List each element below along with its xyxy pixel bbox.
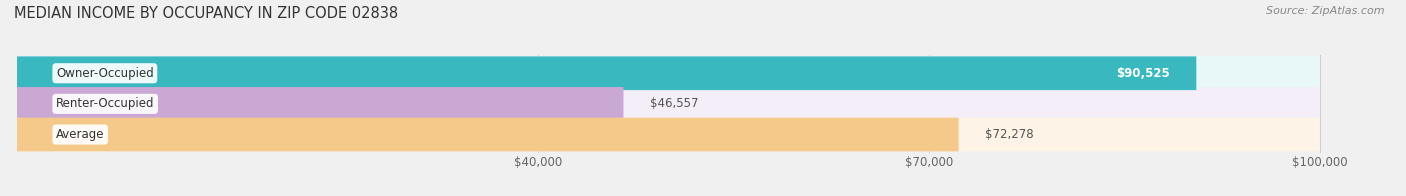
Text: Renter-Occupied: Renter-Occupied — [56, 97, 155, 110]
FancyBboxPatch shape — [17, 56, 1197, 90]
Text: Average: Average — [56, 128, 104, 141]
FancyBboxPatch shape — [17, 87, 623, 121]
Text: MEDIAN INCOME BY OCCUPANCY IN ZIP CODE 02838: MEDIAN INCOME BY OCCUPANCY IN ZIP CODE 0… — [14, 6, 398, 21]
Text: $72,278: $72,278 — [984, 128, 1033, 141]
Text: $46,557: $46,557 — [650, 97, 697, 110]
FancyBboxPatch shape — [17, 118, 959, 151]
Text: Owner-Occupied: Owner-Occupied — [56, 67, 153, 80]
Text: Source: ZipAtlas.com: Source: ZipAtlas.com — [1267, 6, 1385, 16]
FancyBboxPatch shape — [17, 56, 1320, 90]
FancyBboxPatch shape — [17, 87, 1320, 121]
FancyBboxPatch shape — [17, 118, 1320, 151]
Text: $90,525: $90,525 — [1116, 67, 1170, 80]
